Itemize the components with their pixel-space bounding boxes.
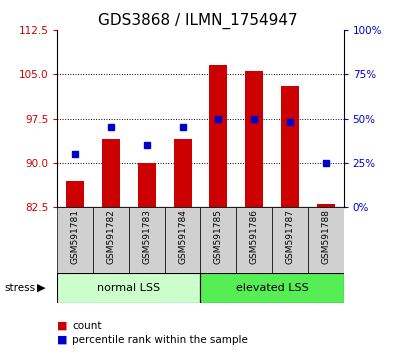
Text: normal LSS: normal LSS <box>97 282 160 293</box>
Bar <box>66 181 84 207</box>
Text: elevated LSS: elevated LSS <box>236 282 308 293</box>
Bar <box>201 207 236 273</box>
Bar <box>57 207 93 273</box>
Bar <box>57 273 201 303</box>
Text: GSM591787: GSM591787 <box>286 209 294 264</box>
Bar <box>245 72 263 207</box>
Text: count: count <box>72 321 102 331</box>
Bar <box>174 139 192 207</box>
Text: GSM591784: GSM591784 <box>178 209 187 264</box>
Bar <box>93 207 129 273</box>
Text: GSM591783: GSM591783 <box>142 209 151 264</box>
Bar <box>317 204 335 207</box>
Bar <box>272 207 308 273</box>
Text: GSM591788: GSM591788 <box>321 209 330 264</box>
Text: ■: ■ <box>57 335 68 345</box>
Text: percentile rank within the sample: percentile rank within the sample <box>72 335 248 345</box>
Text: GSM591786: GSM591786 <box>250 209 259 264</box>
Bar <box>209 65 227 207</box>
Text: GSM591781: GSM591781 <box>71 209 80 264</box>
Text: GSM591782: GSM591782 <box>107 209 115 264</box>
Bar <box>138 163 156 207</box>
Bar <box>281 86 299 207</box>
Text: ■: ■ <box>57 321 68 331</box>
Text: GSM591785: GSM591785 <box>214 209 223 264</box>
Bar <box>201 273 344 303</box>
Text: GDS3868 / ILMN_1754947: GDS3868 / ILMN_1754947 <box>98 12 297 29</box>
Bar <box>236 207 272 273</box>
Bar <box>165 207 201 273</box>
Text: stress: stress <box>4 282 35 293</box>
Text: ▶: ▶ <box>37 282 46 293</box>
Bar <box>102 139 120 207</box>
Bar <box>129 207 165 273</box>
Bar <box>308 207 344 273</box>
